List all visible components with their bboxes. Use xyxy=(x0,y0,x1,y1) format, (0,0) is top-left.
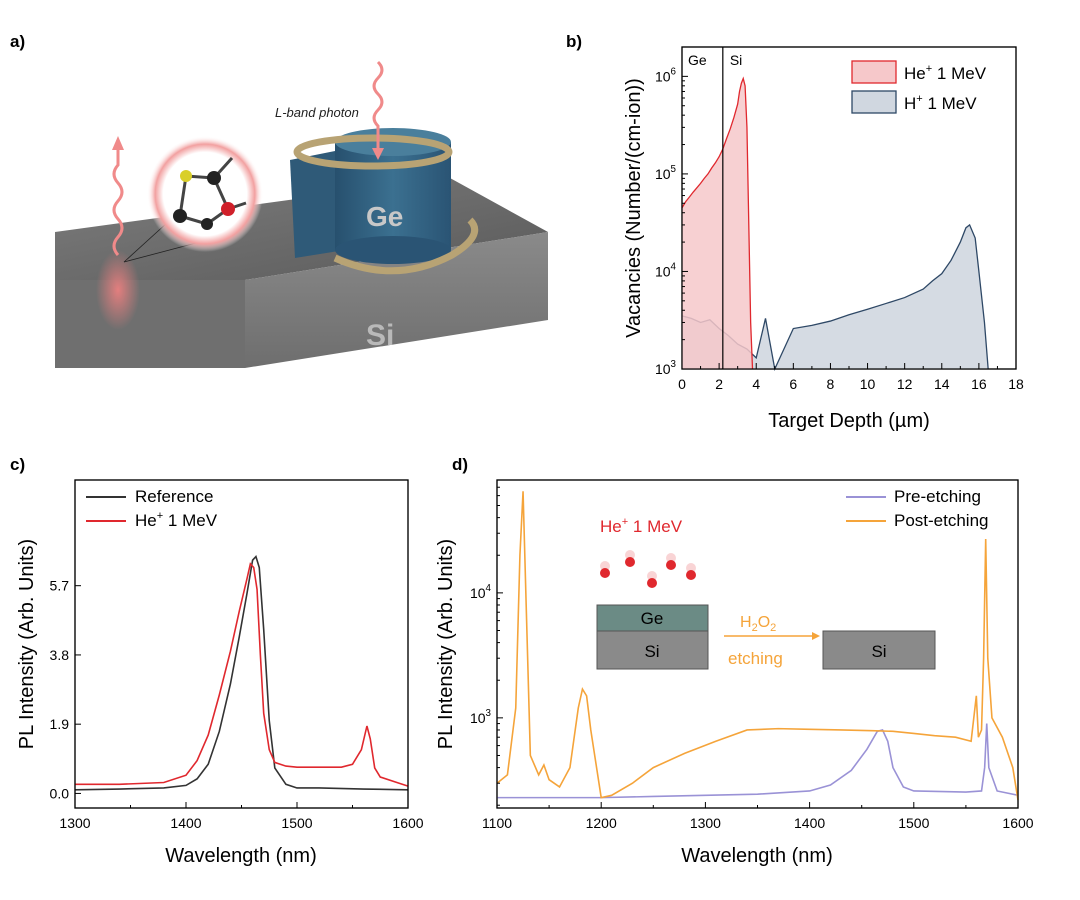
inset-si-label: Si xyxy=(644,642,659,661)
series-line-d-0 xyxy=(497,723,1019,799)
inset-process-arrowhead xyxy=(812,632,820,640)
legend-c: Reference He+ 1 MeV xyxy=(86,487,218,530)
x-tick-label-c: 1300 xyxy=(59,815,90,831)
inset-ge-label: Ge xyxy=(641,609,664,628)
x-tick-label-b: 10 xyxy=(860,376,876,392)
si-slab-front xyxy=(55,280,245,368)
legend-d: Pre-etching Post-etching xyxy=(846,487,989,530)
series-area-h xyxy=(682,224,989,369)
plot-frame-c xyxy=(74,479,409,809)
y-tick-label-d: 104 xyxy=(470,583,492,601)
si-slab-right xyxy=(245,232,548,368)
inset-reagent-label: H2O2 xyxy=(740,614,776,634)
panel-label-d: d) xyxy=(452,455,468,474)
etching-inset: He+ 1 MeV Ge Si H2O2 etching Si xyxy=(596,516,936,670)
legend-label-c: Reference xyxy=(135,487,213,506)
x-tick-label-b: 14 xyxy=(934,376,950,392)
legend-b: He+ 1 MeV H+ 1 MeV xyxy=(851,60,987,114)
top-contact-ring xyxy=(293,134,453,170)
ge-label: Ge xyxy=(366,201,403,232)
device-illustration: Si Ge L-band photon xyxy=(55,60,548,368)
defect-molecule xyxy=(173,156,247,230)
y-tick-label-b: 103 xyxy=(655,359,677,377)
x-tick-label-b: 16 xyxy=(971,376,987,392)
y-axis-label-c: PL Intensity (Arb. Units) xyxy=(16,539,38,749)
y-tick-label-c: 5.7 xyxy=(50,578,70,594)
legend-label-d: Post-etching xyxy=(894,511,989,530)
y-tick-label-b: 106 xyxy=(655,66,677,84)
y-tick-label-c: 3.8 xyxy=(50,647,70,663)
ion-dots xyxy=(600,550,696,588)
emission-glow xyxy=(96,250,140,330)
series-line-he xyxy=(681,76,754,370)
photon-label: L-band photon xyxy=(275,105,359,120)
y-axis-label-d: PL Intensity (Arb. Units) xyxy=(435,539,457,749)
emitted-photon-wave xyxy=(112,148,124,256)
x-axis-label-b: Target Depth (µm) xyxy=(768,410,930,432)
x-tick-label-d: 1600 xyxy=(1002,815,1033,831)
series-line-c-1 xyxy=(75,562,409,787)
x-tick-label-b: 6 xyxy=(789,376,797,392)
si-region-label: Si xyxy=(730,52,742,68)
x-tick-label-c: 1400 xyxy=(170,815,201,831)
legend-swatch-b xyxy=(851,60,897,84)
x-tick-label-b: 12 xyxy=(897,376,913,392)
ge-region-label: Ge xyxy=(688,52,707,68)
x-tick-label-b: 2 xyxy=(715,376,723,392)
y-axis-label-b: Vacancies (Number/(cm-ion)) xyxy=(623,78,645,338)
legend-label-c: He+ 1 MeV xyxy=(135,510,218,530)
si-label: Si xyxy=(366,319,394,352)
x-tick-label-d: 1500 xyxy=(898,815,929,831)
incoming-photon-wave xyxy=(372,60,384,150)
x-axis-label-c: Wavelength (nm) xyxy=(165,845,317,867)
x-tick-label-b: 0 xyxy=(678,376,686,392)
y-tick-label-c: 0.0 xyxy=(50,785,70,801)
chart-b: 0 2 4 6 8 10 12 14 16 18 103 104 105 106 Ge Si Target… xyxy=(623,46,1024,432)
chart-c: 1300 1400 1500 1600 0.0 1.9 3.8 5.7 Wavelength … xyxy=(16,479,424,867)
panel-label-b: b) xyxy=(566,32,582,51)
waveguide-block xyxy=(290,150,345,258)
incoming-photon-arrowhead xyxy=(372,148,384,160)
y-tick-label-d: 103 xyxy=(470,708,492,726)
series-line-c-0 xyxy=(74,554,409,791)
x-tick-label-d: 1400 xyxy=(794,815,825,831)
inset-ion-label: He+ 1 MeV xyxy=(600,516,683,536)
x-tick-label-d: 1200 xyxy=(586,815,617,831)
y-tick-label-b: 104 xyxy=(655,261,677,279)
x-tick-label-b: 4 xyxy=(752,376,760,392)
legend-label-d: Pre-etching xyxy=(894,487,981,506)
legend-label-b: H+ 1 MeV xyxy=(904,93,977,113)
series-line-d-1 xyxy=(496,491,1019,801)
svg-text:H2O2: H2O2 xyxy=(740,614,776,634)
x-axis-label-d: Wavelength (nm) xyxy=(681,845,833,867)
chart-d: 1100 1200 1300 1400 1500 1600 103 104 Wavelengt… xyxy=(435,479,1034,867)
panel-label-a: a) xyxy=(10,32,25,51)
legend-swatch-b xyxy=(851,90,897,114)
inset-etching-label: etching xyxy=(728,649,783,668)
x-tick-label-c: 1600 xyxy=(392,815,423,831)
series-area-he xyxy=(682,78,753,370)
x-tick-label-d: 1300 xyxy=(690,815,721,831)
x-tick-label-c: 1500 xyxy=(281,815,312,831)
ge-mesa-bottom xyxy=(335,236,451,264)
y-tick-label-b: 105 xyxy=(655,164,677,182)
molecule-halo xyxy=(147,136,263,252)
bottom-contact-ring xyxy=(333,217,478,275)
x-tick-label-b: 18 xyxy=(1008,376,1024,392)
x-tick-label-d: 1100 xyxy=(482,815,512,831)
inset-si-after xyxy=(822,630,936,670)
emitted-photon-arrowhead xyxy=(112,136,124,150)
panel-label-c: c) xyxy=(10,455,25,474)
y-tick-label-c: 1.9 xyxy=(50,716,70,732)
inset-si-after-label: Si xyxy=(871,642,886,661)
inset-si-layer xyxy=(596,630,709,670)
inset-ge-layer xyxy=(596,604,709,632)
legend-label-b: He+ 1 MeV xyxy=(904,63,987,83)
x-tick-label-b: 8 xyxy=(827,376,835,392)
